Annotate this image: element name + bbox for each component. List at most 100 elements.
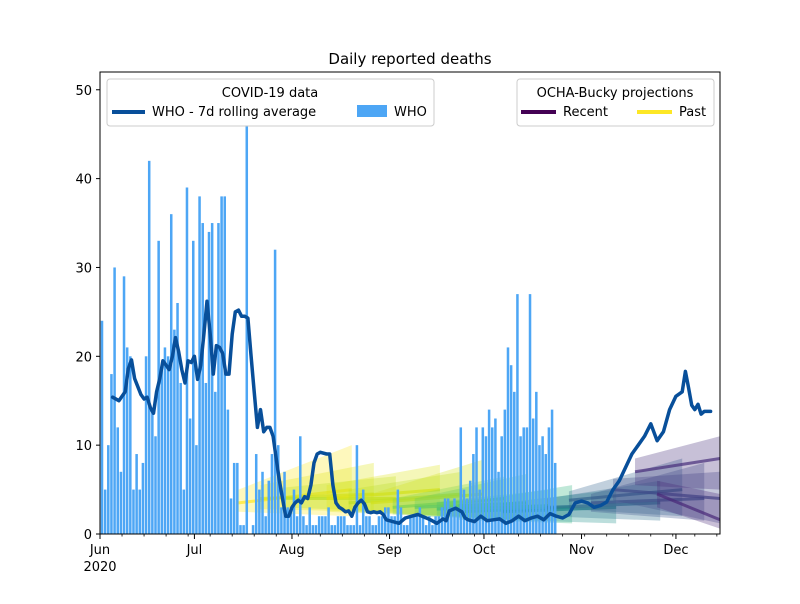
- who-bar: [484, 436, 488, 534]
- who-bar: [336, 516, 340, 534]
- who-bar: [380, 516, 384, 534]
- who-bar: [286, 507, 289, 534]
- who-bar: [107, 445, 110, 534]
- legend-covid-data: COVID-19 data WHO - 7d rolling average W…: [106, 78, 435, 127]
- legend-bar-swatch: [357, 105, 387, 117]
- who-bar: [144, 356, 148, 534]
- who-bar: [393, 516, 396, 534]
- who-bar: [374, 525, 378, 534]
- who-bar: [371, 525, 374, 534]
- who-bar: [192, 240, 195, 535]
- y-tick-label: 10: [75, 439, 92, 454]
- who-bar: [365, 516, 368, 534]
- who-bar: [462, 489, 466, 534]
- who-bar: [428, 516, 431, 534]
- who-bar: [481, 427, 485, 534]
- who-bar: [163, 347, 167, 534]
- who-bar: [406, 525, 409, 534]
- who-bar: [125, 347, 129, 534]
- who-bar: [506, 347, 510, 534]
- who-bar: [497, 471, 500, 534]
- who-bar: [207, 231, 211, 534]
- who-bar: [368, 516, 371, 534]
- x-tick-label: Oct: [473, 543, 495, 558]
- x-tick-label: Jul: [186, 543, 203, 558]
- who-bar: [236, 462, 239, 534]
- legend-past-label: Past: [679, 105, 706, 120]
- plot-frame: [99, 71, 721, 535]
- who-bar: [295, 516, 299, 534]
- who-bar: [490, 427, 494, 534]
- who-bar: [110, 374, 113, 534]
- x-tick-label: Dec: [663, 543, 688, 558]
- legend-avg-label: WHO - 7d rolling average: [152, 105, 316, 120]
- who-bar: [311, 525, 315, 534]
- who-bar: [176, 303, 179, 534]
- who-bar: [317, 516, 321, 534]
- x-tick-label: Jun: [89, 543, 110, 558]
- who-bar: [513, 391, 516, 534]
- who-bar: [276, 445, 280, 534]
- projection-median-16: [656, 492, 721, 522]
- who-bar: [314, 525, 318, 534]
- who-bar: [119, 471, 123, 534]
- projection-median-4: [348, 492, 463, 505]
- who-bar: [538, 445, 541, 534]
- who-bar: [339, 516, 343, 534]
- who-bar: [509, 365, 513, 534]
- who-bar: [434, 516, 437, 534]
- who-bar: [132, 489, 135, 534]
- who-bar: [443, 498, 447, 534]
- x-tick-label: Nov: [569, 543, 595, 558]
- x-tick-label: Sep: [377, 543, 402, 558]
- who-bar: [402, 525, 406, 534]
- who-bar: [270, 454, 274, 534]
- who-bar: [346, 525, 349, 534]
- who-bar: [361, 489, 365, 534]
- who-bar: [182, 489, 186, 534]
- who-bar: [333, 525, 337, 534]
- y-tick-label: 30: [75, 261, 92, 276]
- who-bar: [258, 489, 261, 534]
- who-bar: [154, 436, 157, 534]
- y-tick-label: 40: [75, 173, 92, 188]
- who-bar: [456, 507, 459, 534]
- who-bar: [525, 427, 529, 534]
- who-bar: [415, 516, 418, 534]
- who-bar: [141, 462, 145, 534]
- who-bar: [330, 525, 334, 534]
- who-bar: [324, 516, 327, 534]
- who-bar: [522, 427, 525, 534]
- who-bar: [494, 418, 497, 534]
- who-bar: [151, 409, 154, 534]
- x-tick-label: Aug: [279, 543, 304, 558]
- who-bar: [472, 454, 475, 534]
- projection-median-13: [590, 496, 705, 505]
- who-bar: [377, 516, 381, 534]
- who-bar: [201, 223, 204, 535]
- who-bar: [450, 507, 453, 534]
- who-bar: [289, 507, 293, 534]
- who-bar: [138, 489, 142, 534]
- chart-title: Daily reported deaths: [328, 50, 491, 68]
- who-bar: [541, 436, 544, 534]
- who-bar: [412, 516, 415, 534]
- who-bar: [547, 427, 551, 534]
- who-bar: [531, 418, 535, 534]
- who-bar: [321, 516, 324, 534]
- y-tick-label: 50: [75, 84, 92, 99]
- who-bar: [437, 516, 441, 534]
- who-bar: [468, 480, 472, 534]
- legend-recent-label: Recent: [563, 105, 608, 120]
- who-bar: [516, 294, 519, 534]
- who-bar: [122, 276, 126, 534]
- who-bar: [103, 489, 107, 534]
- who-bar: [418, 507, 422, 534]
- who-bar: [220, 196, 223, 534]
- who-bar: [453, 498, 456, 534]
- who-bar: [100, 320, 104, 534]
- legend-left-title: COVID-19 data: [222, 86, 318, 101]
- who-bar: [550, 409, 554, 534]
- who-bar: [179, 382, 182, 534]
